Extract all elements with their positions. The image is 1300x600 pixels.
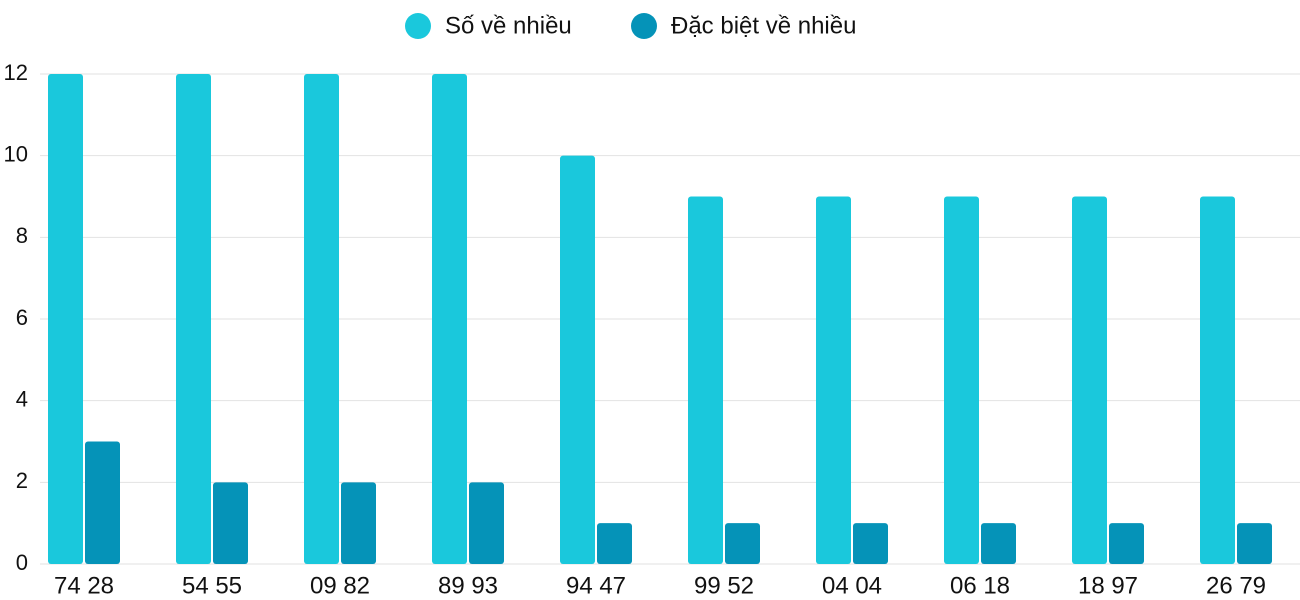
x-tick-label: 04 04	[822, 572, 882, 599]
legend-label: Số về nhiều	[445, 12, 572, 39]
y-tick-label: 10	[4, 141, 28, 166]
y-tick-label: 6	[16, 305, 28, 330]
x-tick-label: 89 93	[438, 572, 498, 599]
legend-marker	[405, 13, 431, 39]
bar	[981, 523, 1016, 564]
x-tick-label: 74 28	[54, 572, 114, 599]
x-tick-label: 09 82	[310, 572, 370, 599]
bar	[1109, 523, 1144, 564]
bar	[176, 74, 211, 564]
bar	[48, 74, 83, 564]
y-tick-label: 4	[16, 386, 28, 411]
bar	[816, 196, 851, 564]
bar	[944, 196, 979, 564]
bar	[688, 196, 723, 564]
bar	[469, 482, 504, 564]
y-tick-label: 12	[4, 60, 28, 85]
y-tick-label: 0	[16, 550, 28, 575]
bar	[304, 74, 339, 564]
y-tick-label: 2	[16, 468, 28, 493]
bar	[1200, 196, 1235, 564]
bar	[85, 441, 120, 564]
legend-label: Đặc biệt về nhiều	[671, 12, 856, 39]
x-tick-label: 99 52	[694, 572, 754, 599]
bar	[1072, 196, 1107, 564]
y-tick-label: 8	[16, 223, 28, 248]
x-tick-label: 94 47	[566, 572, 626, 599]
bar	[560, 155, 595, 564]
bar	[432, 74, 467, 564]
x-tick-label: 06 18	[950, 572, 1010, 599]
bar	[725, 523, 760, 564]
x-tick-label: 26 79	[1206, 572, 1266, 599]
bar	[853, 523, 888, 564]
bar	[341, 482, 376, 564]
x-tick-label: 54 55	[182, 572, 242, 599]
x-tick-label: 18 97	[1078, 572, 1138, 599]
bar	[213, 482, 248, 564]
bar	[1237, 523, 1272, 564]
legend-marker	[631, 13, 657, 39]
bar	[597, 523, 632, 564]
